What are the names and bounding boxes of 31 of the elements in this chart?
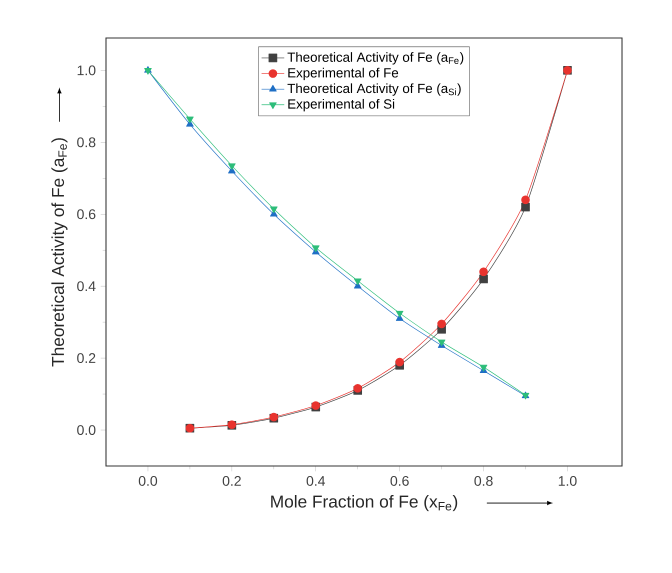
point — [395, 358, 404, 366]
y-tick-label: 0.6 — [77, 209, 96, 220]
legend-label: Experimental of Si — [288, 98, 394, 112]
y-axis-title: Theoretical Activity of Fe (a$_{Fe}$) — [51, 138, 68, 366]
x-axis-title: Mole Fraction of Fe (x$_{Fe}$) — [271, 494, 458, 512]
x-tick-label: 0.6 — [390, 476, 409, 486]
x-tick-label: 0.8 — [474, 476, 493, 486]
point — [354, 278, 362, 286]
x-tick-label: 0.2 — [222, 476, 241, 486]
x-tick-label: 1.0 — [558, 476, 577, 486]
point — [312, 245, 320, 252]
legend-label: Theoretical Activity of Fe (a$_{Si}$) — [288, 83, 461, 96]
y-tick-label: 0.4 — [77, 281, 96, 292]
point — [353, 384, 362, 393]
point — [479, 274, 488, 284]
point — [437, 320, 446, 328]
point — [396, 310, 404, 318]
x-tick-label: 0.4 — [306, 476, 326, 486]
x-tick-label: 0.0 — [138, 476, 158, 486]
y-tick-label: 0.8 — [77, 137, 96, 148]
y-tick-label: 0.2 — [77, 353, 96, 364]
point — [186, 116, 194, 124]
point — [228, 163, 236, 170]
legend-label: Theoretical Activity of Fe (a$_{Fe}$) — [288, 52, 464, 65]
point — [479, 267, 488, 276]
point — [521, 202, 530, 212]
point — [521, 196, 530, 204]
point — [270, 206, 278, 214]
y-tick-label: 1.0 — [78, 65, 96, 76]
y-tick-label: 0.0 — [77, 425, 96, 435]
legend-label: Experimental of Fe — [288, 68, 398, 80]
